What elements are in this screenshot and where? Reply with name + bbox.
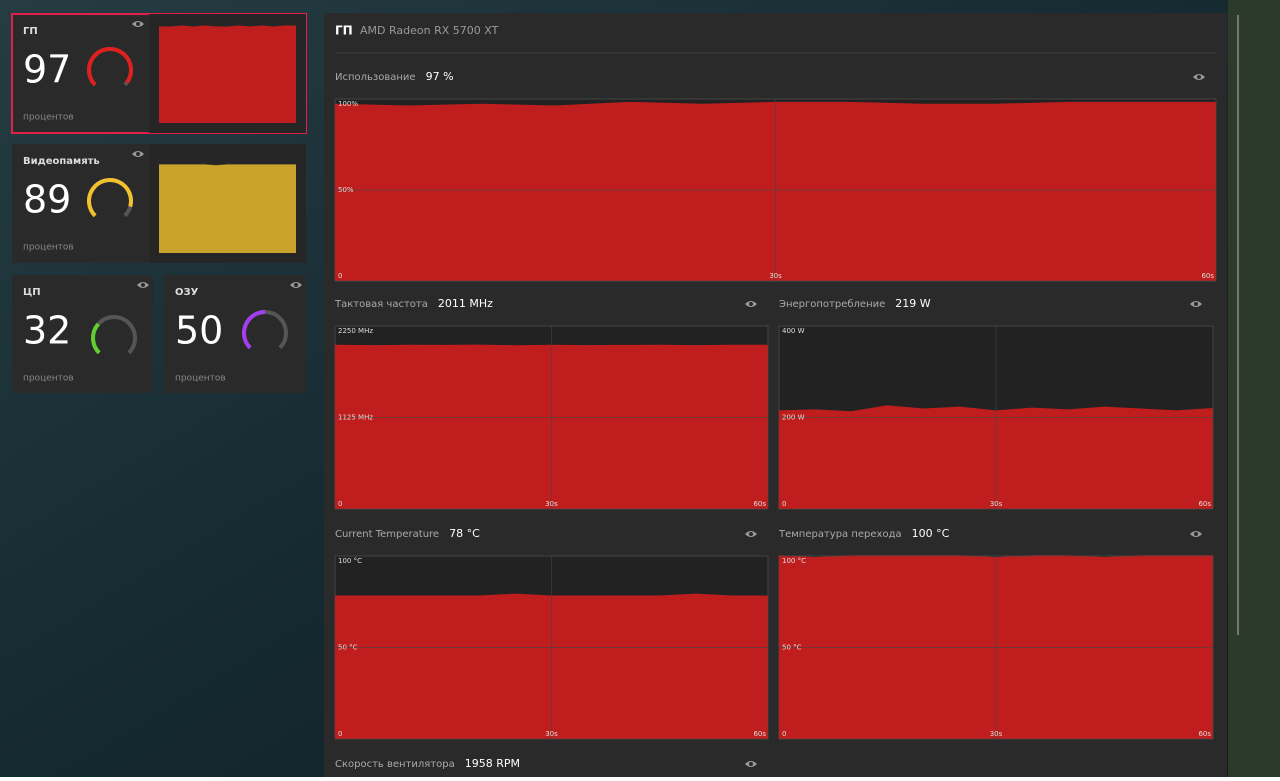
y-tick-label: 1125 MHz [338,414,373,422]
x-tick-label: 60s [753,500,766,508]
graph-reading: 97 % [426,70,454,83]
fan-reading: 1958 RPM [465,757,520,770]
tile-graph-line [159,25,296,28]
graph-label: Температура перехода [778,529,902,540]
tile[interactable] [164,275,306,393]
gauge-arc [91,322,101,355]
eye-pupil [136,22,140,26]
y-tick-label: 0 [782,730,786,738]
x-tick-label: 60s [1198,730,1211,738]
eye-pupil [749,302,753,306]
visibility-toggle[interactable] [1193,74,1205,80]
gauge-arc [87,178,133,218]
visibility-toggle[interactable] [745,761,757,767]
panel-title: ГП [335,24,353,38]
y-tick-label: 50 °C [338,644,358,652]
graph-label: Энергопотребление [779,299,885,310]
background-edge [1228,0,1280,777]
graph-label: Тактовая частота [334,299,428,310]
device-name: AMD Radeon RX 5700 XT [360,24,499,37]
tile-title: ЦП [23,287,41,298]
tile-graph-area [159,25,296,124]
y-tick-label: 100 °C [782,557,806,565]
tile-title: ОЗУ [175,287,199,298]
graph-reading: 78 °C [449,527,480,540]
eye-pupil [749,762,753,766]
eye-pupil [1194,532,1198,536]
eye-pupil [136,152,140,156]
x-tick-label: 30s [769,272,782,280]
eye-pupil [141,283,145,287]
graph-reading: 2011 MHz [438,297,493,310]
y-tick-label: 0 [338,730,342,738]
gauge-arc [87,47,133,87]
tile-graph-line [159,164,296,167]
gauge-arc [242,310,266,350]
y-tick-label: 2250 MHz [338,327,373,335]
visibility-toggle[interactable] [132,21,144,27]
graph-label: Current Temperature [335,529,439,540]
y-tick-label: 200 W [782,414,805,422]
graph-reading: 219 W [895,297,930,310]
visibility-toggle[interactable] [137,282,149,288]
x-tick-label: 30s [990,500,1003,508]
tile-unit: процентов [23,374,74,384]
y-tick-label: 50 °C [782,644,802,652]
tile-value: 32 [23,309,71,353]
fan-label: Скорость вентилятора [335,759,455,770]
y-tick-label: 50% [338,186,354,194]
tile-value: 97 [23,48,71,92]
visibility-toggle[interactable] [290,282,302,288]
x-tick-label: 60s [1201,272,1214,280]
tile-unit: процентов [23,113,74,123]
tile-graph-area [159,164,296,253]
y-tick-label: 400 W [782,327,805,335]
eye-pupil [1194,302,1198,306]
eye-pupil [749,532,753,536]
y-tick-label: 100 °C [338,557,362,565]
y-tick-label: 0 [782,500,786,508]
x-tick-label: 30s [545,730,558,738]
tile-value: 89 [23,178,71,222]
visibility-toggle[interactable] [745,301,757,307]
y-tick-label: 100% [338,100,358,108]
tile-value: 50 [175,309,223,353]
visibility-toggle[interactable] [1190,301,1202,307]
visibility-toggle[interactable] [1190,531,1202,537]
y-tick-label: 0 [338,500,342,508]
visibility-toggle[interactable] [745,531,757,537]
x-tick-label: 60s [753,730,766,738]
x-tick-label: 30s [545,500,558,508]
tile[interactable] [12,275,153,393]
graph-label: Использование [335,72,416,83]
tile-title: ГП [23,26,38,37]
y-tick-label: 0 [338,272,342,280]
eye-pupil [294,283,298,287]
graph-reading: 100 °C [912,527,950,540]
tile-title: Видеопамять [23,156,100,167]
tile-unit: процентов [23,243,74,253]
x-tick-label: 60s [1198,500,1211,508]
eye-pupil [1197,75,1201,79]
tile-unit: процентов [175,374,226,384]
x-tick-label: 30s [990,730,1003,738]
visibility-toggle[interactable] [132,151,144,157]
